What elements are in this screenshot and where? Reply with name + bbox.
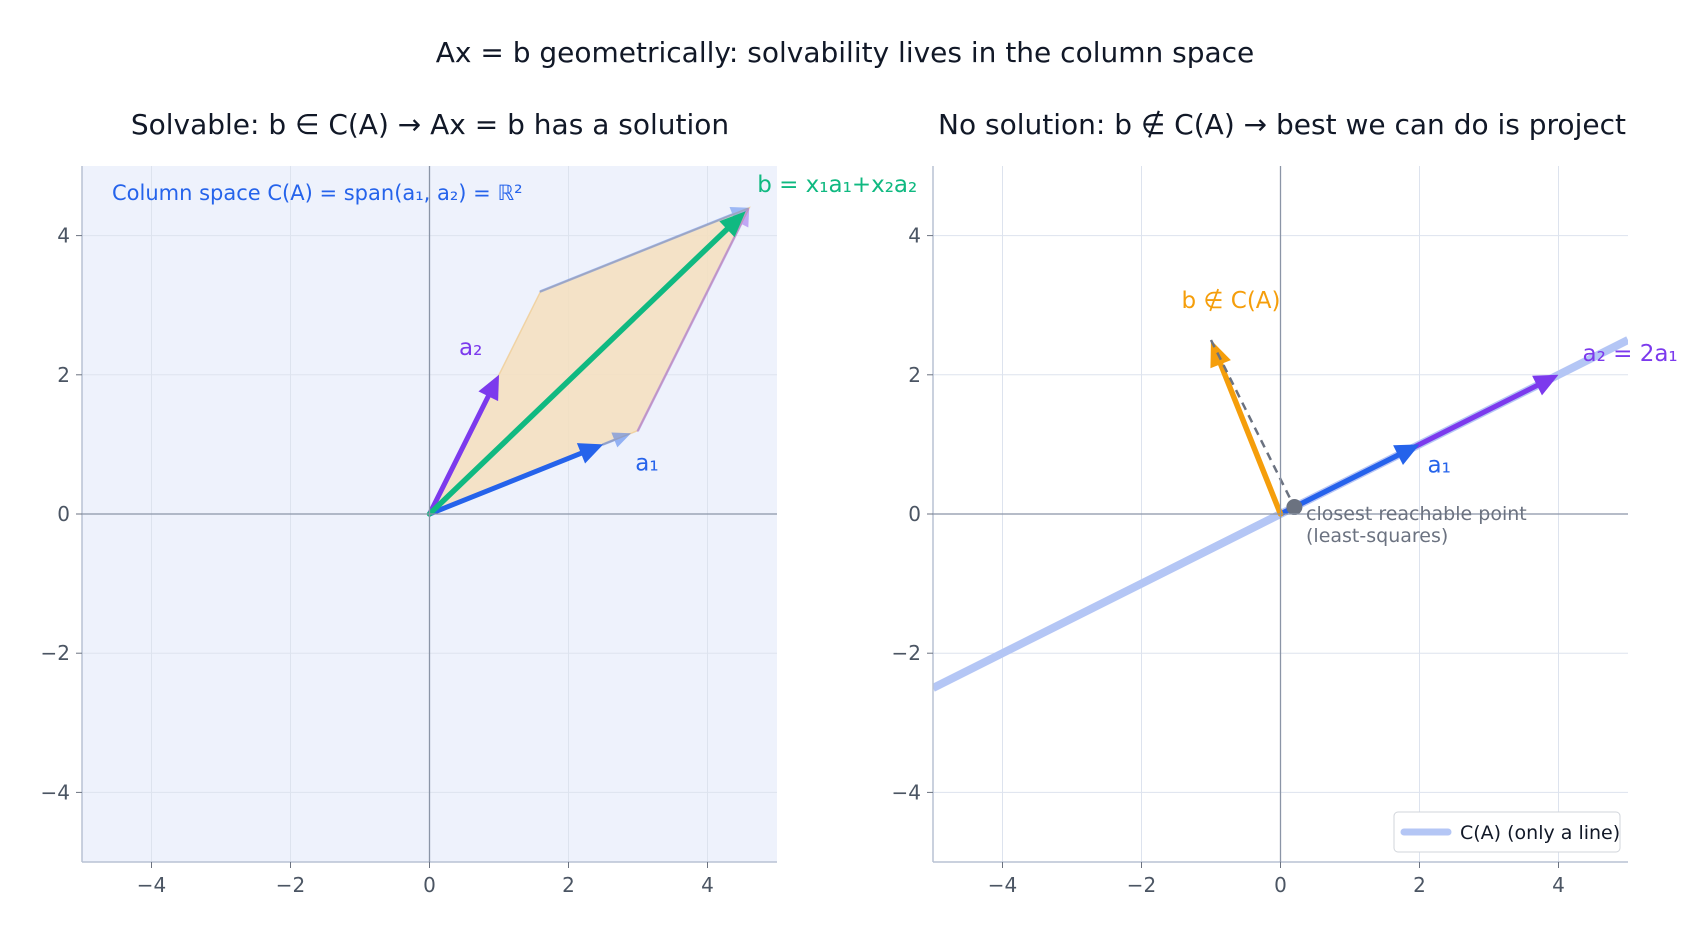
- vector-a1-label: a₁: [635, 450, 658, 476]
- projection-label-2: (least-squares): [1306, 525, 1448, 547]
- right-panel: No solution: b ∉ C(A) → best we can do i…: [892, 108, 1678, 897]
- x-tick-label: 4: [1552, 873, 1565, 897]
- vector-b-label: b = x₁a₁+x₂a₂: [757, 172, 917, 198]
- y-tick-label: 4: [908, 224, 921, 248]
- y-tick-label: −2: [41, 641, 70, 665]
- x-tick-label: 4: [701, 873, 714, 897]
- x-tick-label: 0: [1274, 873, 1287, 897]
- y-tick-label: −4: [41, 780, 70, 804]
- residual-dashed-line: [1211, 340, 1294, 507]
- figure-title: Ax = b geometrically: solvability lives …: [436, 36, 1255, 69]
- vector-b: [1210, 340, 1280, 514]
- y-tick-label: 2: [908, 363, 921, 387]
- projection-point: [1286, 499, 1302, 515]
- vector-a2-label: a₂: [459, 335, 482, 361]
- column-space-label: Column space C(A) = span(a₁, a₂) = ℝ²: [112, 181, 523, 205]
- y-tick-label: 2: [57, 363, 70, 387]
- right-panel-title: No solution: b ∉ C(A) → best we can do i…: [938, 108, 1626, 141]
- y-tick-label: 0: [57, 502, 70, 526]
- x-tick-label: 2: [562, 873, 575, 897]
- vector-b-label: b ∉ C(A): [1182, 288, 1281, 314]
- x-tick-label: −2: [1127, 873, 1156, 897]
- x-tick-label: 0: [423, 873, 436, 897]
- x-tick-label: 2: [1413, 873, 1426, 897]
- legend-label: C(A) (only a line): [1460, 822, 1620, 844]
- legend: C(A) (only a line): [1394, 812, 1620, 852]
- vector-a2-label: a₂ = 2a₁: [1583, 341, 1678, 367]
- projection-label: closest reachable point: [1306, 503, 1527, 525]
- y-tick-label: −2: [892, 641, 921, 665]
- x-tick-label: −4: [137, 873, 166, 897]
- right-axes: −4 −2 0 2 4 −4 −2 0 2 4: [892, 166, 1628, 897]
- vector-a1-label: a₁: [1428, 452, 1451, 478]
- left-panel-title: Solvable: b ∈ C(A) → Ax = b has a soluti…: [131, 108, 729, 141]
- y-tick-label: 0: [908, 502, 921, 526]
- left-panel: Solvable: b ∈ C(A) → Ax = b has a soluti…: [41, 108, 918, 897]
- x-tick-label: −4: [988, 873, 1017, 897]
- x-tick-label: −2: [276, 873, 305, 897]
- y-tick-label: 4: [57, 224, 70, 248]
- y-tick-label: −4: [892, 780, 921, 804]
